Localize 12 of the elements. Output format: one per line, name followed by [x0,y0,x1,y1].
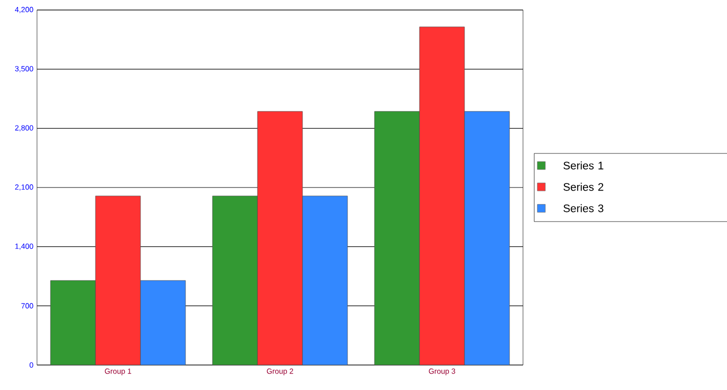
bar [374,111,420,365]
bar [464,111,510,365]
bar [212,196,258,365]
bar [140,280,186,365]
bar [302,196,348,365]
bar [50,280,96,365]
legend-label: Series 3 [564,204,604,212]
legend-label: Series 1 [564,161,604,170]
bar [258,111,303,365]
bar [95,196,141,365]
bar [419,26,465,365]
legend-label: Series 2 [564,182,604,191]
